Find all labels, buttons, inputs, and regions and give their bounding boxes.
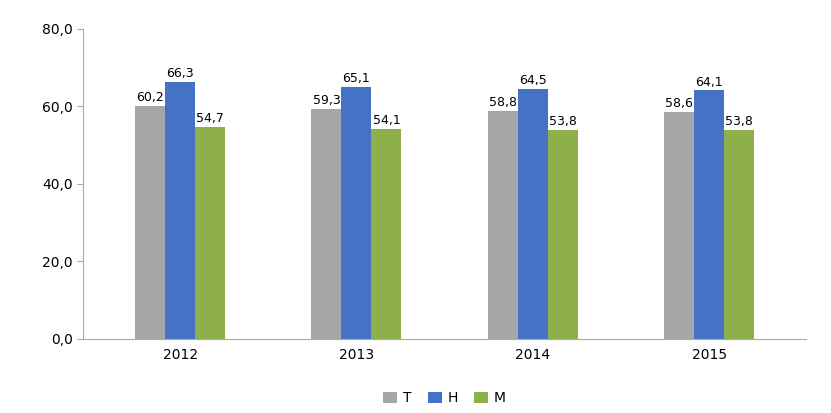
Bar: [518, 89, 548, 339]
Text: 60,2: 60,2: [136, 90, 164, 104]
Bar: [312, 109, 342, 339]
Bar: [664, 112, 694, 339]
Text: 54,1: 54,1: [372, 114, 401, 127]
Text: 54,7: 54,7: [196, 112, 224, 125]
Text: 65,1: 65,1: [342, 72, 371, 85]
Text: 59,3: 59,3: [312, 94, 341, 107]
Bar: [694, 90, 724, 339]
Text: 58,6: 58,6: [665, 97, 693, 110]
Bar: [165, 82, 195, 339]
Text: 66,3: 66,3: [166, 67, 194, 80]
Text: 64,1: 64,1: [696, 76, 723, 88]
Bar: [548, 131, 578, 339]
Text: 53,8: 53,8: [725, 115, 753, 128]
Bar: [488, 111, 518, 339]
Bar: [371, 129, 401, 339]
Bar: [724, 131, 754, 339]
Bar: [135, 106, 165, 339]
Bar: [342, 87, 371, 339]
Text: 58,8: 58,8: [489, 96, 517, 109]
Text: 64,5: 64,5: [519, 74, 547, 87]
Legend: T, H, M: T, H, M: [378, 386, 511, 411]
Text: 53,8: 53,8: [548, 115, 577, 128]
Bar: [195, 127, 225, 339]
